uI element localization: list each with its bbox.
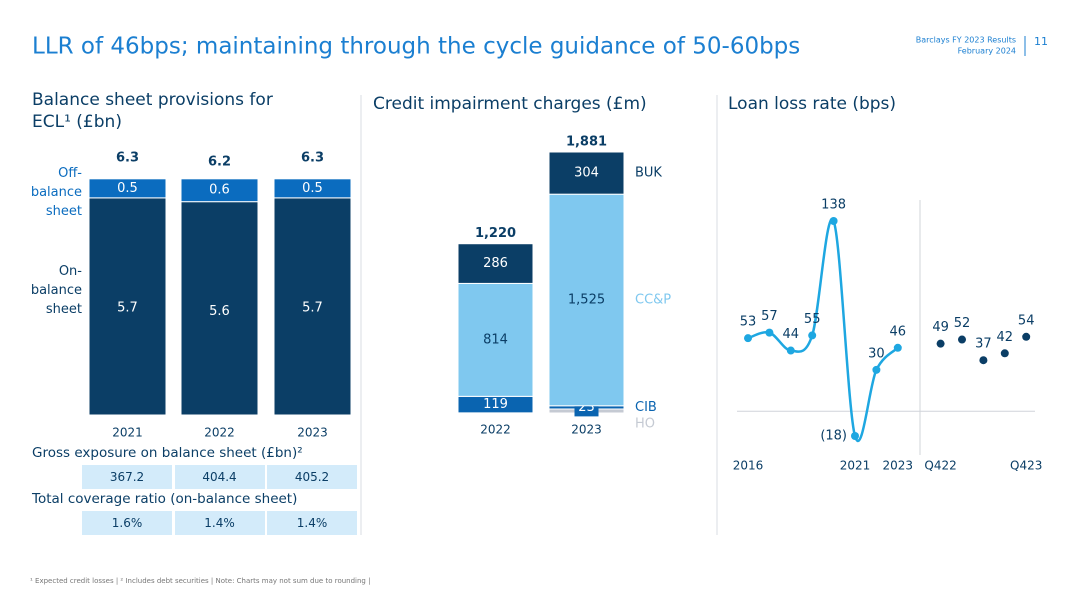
point [1000, 349, 1009, 358]
table-cell: 1.6% [82, 511, 172, 535]
value-label: 42 [997, 330, 1014, 345]
slide-title: LLR of 46bps; maintaining through the cy… [32, 34, 800, 60]
table-title: Gross exposure on balance sheet (£bn)² [32, 445, 303, 461]
value-label: 44 [783, 327, 800, 342]
legend-label: HO [635, 416, 655, 431]
point [872, 365, 881, 374]
legend-label: BUK [635, 166, 662, 181]
x-tick-label: 2021 [112, 426, 143, 440]
x-tick-label: Q423 [1010, 459, 1042, 473]
value-label: 5.6 [209, 304, 230, 319]
bar-segment [457, 243, 534, 284]
bar-segment [180, 178, 259, 203]
x-tick-label: 2023 [883, 459, 914, 473]
x-tick-label: 2022 [480, 423, 511, 437]
table-title: Total coverage ratio (on-balance sheet) [32, 491, 298, 507]
legend-label: On-balance sheet [30, 264, 82, 318]
value-label: 304 [574, 166, 599, 181]
point [829, 217, 838, 225]
value-label: 0.5 [117, 181, 138, 196]
footnote: ¹ Expected credit losses | ² Includes de… [30, 577, 370, 585]
point [979, 356, 988, 365]
chart-title: Loan loss rate (bps) [728, 94, 896, 114]
total-label: 6.3 [116, 151, 139, 166]
total-label: 6.3 [301, 151, 324, 166]
source: Barclays FY 2023 Results [916, 36, 1016, 45]
value-label: 5.7 [117, 300, 138, 315]
value-label: 0.6 [209, 183, 230, 198]
point [808, 331, 817, 340]
value-label: 138 [821, 198, 846, 213]
value-label: 57 [761, 309, 778, 324]
point [744, 334, 752, 343]
value-label: 0.5 [302, 181, 323, 196]
value-label: 286 [483, 256, 508, 271]
x-tick-label: 2021 [840, 459, 871, 473]
x-tick-label: Q422 [924, 459, 956, 473]
value-label: (18) [820, 429, 847, 444]
bar-segment [548, 151, 625, 195]
chart-title: Balance sheet provisions for ECL¹ (£bn) [32, 90, 273, 132]
table-cell: 1.4% [174, 511, 265, 535]
total-label: 1,881 [566, 135, 607, 150]
point [1022, 332, 1031, 341]
bar-segment [180, 201, 259, 416]
point [851, 432, 859, 440]
bar-segment [457, 282, 534, 397]
bar-segment [273, 197, 352, 416]
point [936, 339, 945, 348]
bar-segment [88, 178, 167, 199]
table-cell: 405.2 [267, 465, 357, 489]
value-label: 814 [483, 332, 508, 347]
total-label: 6.2 [208, 154, 231, 169]
total-label: 1,220 [475, 226, 516, 241]
legend-label: CIB [635, 400, 657, 415]
bar-segment [548, 193, 625, 407]
point [786, 346, 795, 355]
table-cell: 367.2 [82, 465, 172, 489]
value-label: 5.7 [302, 300, 323, 315]
legend-label: Off-balance sheet [30, 166, 82, 220]
page-number: 11 [1034, 35, 1048, 48]
value-label: 119 [483, 397, 508, 412]
bar-segment [273, 178, 352, 199]
value-label: 49 [932, 320, 949, 335]
chart-title: Credit impairment charges (£m) [373, 94, 647, 114]
table-cell: 1.4% [267, 511, 357, 535]
value-label: 30 [868, 346, 885, 361]
value-label: 55 [804, 312, 821, 327]
value-label: 54 [1018, 313, 1035, 328]
legend-label: CC&P [635, 292, 671, 307]
point [958, 335, 966, 344]
x-tick-label: 2022 [204, 426, 235, 440]
value-label: 53 [740, 315, 757, 330]
date: February 2024 [958, 47, 1016, 56]
x-tick-label: 2023 [297, 426, 328, 440]
value-label: 37 [975, 337, 992, 352]
value-label: 46 [890, 324, 907, 339]
x-tick-label: 2023 [571, 423, 602, 437]
x-tick-label: 2016 [733, 459, 764, 473]
point [893, 343, 902, 352]
table-cell: 404.4 [174, 465, 265, 489]
point [765, 328, 774, 337]
value-label: 1,525 [568, 292, 605, 307]
value-label: 52 [954, 316, 971, 331]
